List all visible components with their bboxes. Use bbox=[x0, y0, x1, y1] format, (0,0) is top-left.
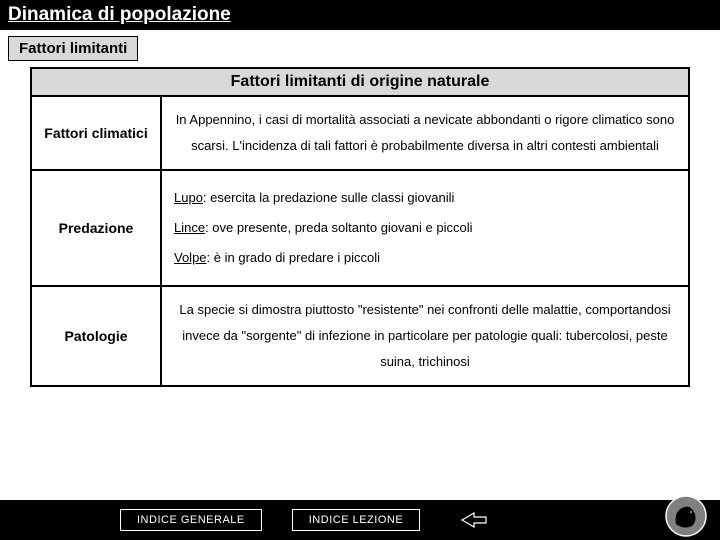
table-row: Fattori climatici In Appennino, i casi d… bbox=[31, 96, 689, 170]
row-label-predazione: Predazione bbox=[31, 170, 161, 286]
indice-lezione-button[interactable]: INDICE LEZIONE bbox=[292, 509, 420, 531]
table-header: Fattori limitanti di origine naturale bbox=[31, 68, 689, 96]
pred-item-lince: Lince: ove presente, preda soltanto giov… bbox=[174, 215, 676, 241]
row-label-patologie: Patologie bbox=[31, 286, 161, 386]
row-label-climatici: Fattori climatici bbox=[31, 96, 161, 170]
factors-table: Fattori limitanti di origine naturale Fa… bbox=[30, 67, 690, 387]
table-row: Predazione Lupo: esercita la predazione … bbox=[31, 170, 689, 286]
footer-bar: INDICE GENERALE INDICE LEZIONE bbox=[0, 500, 720, 540]
row-text-predazione: Lupo: esercita la predazione sulle class… bbox=[161, 170, 689, 286]
pred-item-lupo: Lupo: esercita la predazione sulle class… bbox=[174, 185, 676, 211]
subtitle-badge: Fattori limitanti bbox=[8, 36, 138, 61]
table-row: Patologie La specie si dimostra piuttost… bbox=[31, 286, 689, 386]
table-container: Fattori limitanti di origine naturale Fa… bbox=[0, 61, 720, 387]
indice-generale-button[interactable]: INDICE GENERALE bbox=[120, 509, 262, 531]
page-title: Dinamica di popolazione bbox=[0, 0, 720, 30]
row-text-climatici: In Appennino, i casi di mortalità associ… bbox=[161, 96, 689, 170]
subtitle-wrap: Fattori limitanti bbox=[0, 30, 720, 61]
pred-item-volpe: Volpe: è in grado di predare i piccoli bbox=[174, 245, 676, 271]
back-icon[interactable] bbox=[460, 511, 488, 529]
row-text-patologie: La specie si dimostra piuttosto "resiste… bbox=[161, 286, 689, 386]
logo-icon bbox=[664, 494, 708, 538]
